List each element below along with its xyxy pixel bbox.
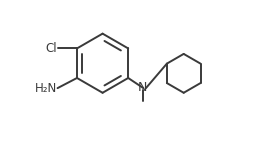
Text: Cl: Cl (45, 42, 57, 55)
Text: N: N (138, 81, 147, 94)
Text: H₂N: H₂N (35, 82, 57, 95)
